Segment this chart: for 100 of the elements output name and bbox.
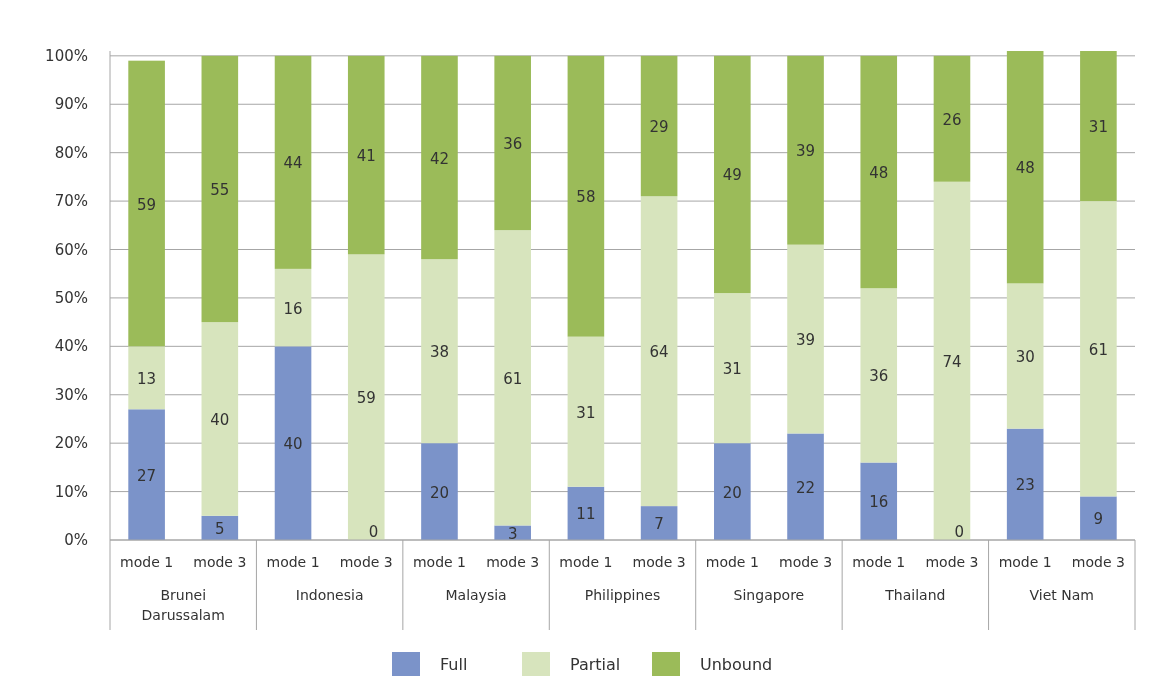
bar [128,409,165,540]
bar [1080,51,1117,202]
x-tick-label: mode 3 [925,554,979,570]
bar [714,443,751,540]
bar [640,55,678,197]
data-label: 40 [210,410,230,429]
bar [1080,201,1117,497]
x-tick-label: mode 1 [120,554,174,570]
data-label: 36 [869,367,889,386]
y-tick-label: 0% [64,531,88,549]
y-tick-label: 20% [54,434,88,453]
y-tick-label: 80% [54,143,88,162]
bar [567,55,605,337]
bar [1006,428,1044,540]
bar [933,181,971,540]
data-label: 20 [722,483,742,502]
text: Thailand [884,587,946,603]
data-label: 49 [722,166,742,185]
bar [201,322,239,516]
bar [274,268,312,347]
data-label: 11 [576,505,596,524]
bar [860,288,898,463]
x-tick-label: mode 1 [412,554,466,570]
data-label: 31 [1088,118,1108,137]
data-label: 13 [137,369,157,388]
bar [860,462,898,540]
x-tick-label: mode 1 [266,554,320,570]
bar [128,346,165,410]
bar [128,60,165,347]
bar [714,55,751,294]
bar [421,259,458,444]
bar [787,244,824,434]
data-label: 16 [869,493,889,512]
x-tick-label: mode 1 [559,554,613,570]
bar [274,346,312,540]
bar [494,230,531,526]
bar [567,486,605,540]
y-tick-label: 10% [54,482,88,501]
y-tick-label: 60% [54,240,88,259]
data-label: 55 [210,180,230,199]
text: Brunei Darussalam [141,587,225,623]
data-label: 31 [576,403,596,422]
data-label: 59 [137,195,157,214]
data-label: 9 [1093,510,1104,529]
data-label: 31 [722,360,742,379]
data-label: 22 [795,478,816,497]
text: Malaysia [445,587,507,603]
bar [640,506,678,540]
data-label: 7 [654,515,664,534]
bar [347,254,385,540]
text: Philippines [584,587,661,603]
x-tick-label: mode 1 [705,554,759,570]
bar [1006,51,1044,284]
x-tick-label: mode 3 [779,554,833,570]
x-tick-label: mode 1 [852,554,906,570]
data-label: 44 [283,154,303,173]
x-tick-label: mode 3 [1071,554,1125,570]
bar [860,55,898,289]
bar [787,433,824,540]
text: Viet Nam [1029,587,1094,603]
y-tick-label: 30% [54,385,88,404]
annotation: 0 [368,523,379,541]
data-label: 30 [1015,348,1035,367]
data-label: 61 [1088,340,1108,359]
x-tick-label: mode 3 [486,554,540,570]
bar [933,55,971,182]
data-label: 16 [283,299,303,318]
data-label: 59 [356,389,376,408]
y-tick-label: 90% [54,95,88,114]
y-tick-label: 70% [54,192,88,211]
data-label: 23 [1015,476,1035,495]
y-tick-label: 50% [54,288,88,307]
bar [787,55,824,245]
data-label: 39 [795,331,816,350]
x-tick-label: mode 3 [339,554,393,570]
x-tick-label: mode 3 [632,554,686,570]
data-label: 5 [215,519,225,538]
data-label: 39 [795,142,816,161]
data-label: 61 [503,369,523,388]
bar [1080,496,1117,540]
bar [274,55,312,269]
data-label: 58 [576,188,596,207]
bar [421,443,458,540]
bar [494,55,531,231]
data-label: 36 [503,134,523,153]
bar [567,336,605,487]
data-label: 20 [429,483,450,502]
data-label: 41 [356,147,376,166]
text: Singapore [733,587,805,603]
legend-label: Unbound [700,655,773,674]
data-label: 29 [649,118,669,137]
data-label: 48 [869,164,889,183]
y-tick-label: 40% [54,337,88,356]
data-label: 27 [137,466,157,485]
x-tick-label: mode 3 [193,554,247,570]
data-label: 38 [429,343,450,362]
bar [421,55,458,260]
text: Indonesia [295,587,364,603]
annotation: 0 [954,523,965,541]
bar [714,293,751,444]
